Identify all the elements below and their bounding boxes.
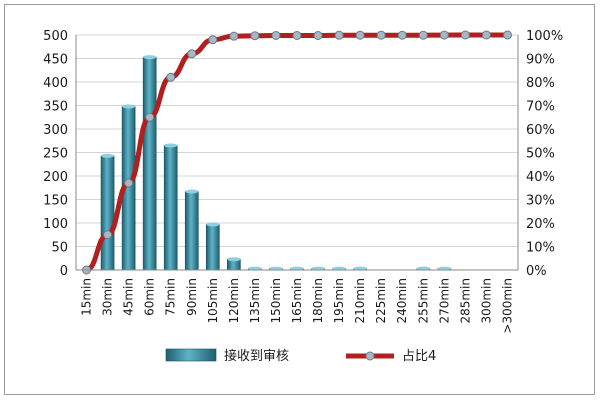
line-marker bbox=[313, 30, 323, 40]
right-tick-label: 20% bbox=[526, 217, 555, 232]
left-tick-label: 400 bbox=[43, 76, 68, 91]
line-marker bbox=[334, 30, 344, 40]
left-tick-label: 50 bbox=[51, 241, 68, 256]
x-tick-label: 270min bbox=[437, 278, 451, 324]
x-tick-label: 45min bbox=[122, 278, 136, 316]
line-marker bbox=[166, 72, 176, 82]
left-tick-label: 450 bbox=[43, 53, 68, 68]
bar bbox=[205, 224, 220, 271]
x-tick-label: 15min bbox=[80, 278, 94, 316]
x-tick-label: 225min bbox=[374, 278, 388, 324]
left-tick-label: 350 bbox=[43, 100, 68, 115]
line-marker bbox=[145, 112, 155, 122]
left-tick-label: 250 bbox=[43, 147, 68, 162]
x-tick-label: 60min bbox=[143, 278, 157, 316]
x-tick-label: 90min bbox=[185, 278, 199, 316]
line-marker bbox=[103, 230, 113, 240]
line-marker bbox=[481, 30, 491, 40]
left-tick-label: 0 bbox=[60, 264, 68, 279]
line-marker bbox=[208, 35, 218, 45]
bar bbox=[163, 145, 178, 271]
bar bbox=[100, 155, 115, 271]
left-tick-label: 500 bbox=[43, 29, 68, 44]
bar-top bbox=[227, 257, 241, 262]
bar-top bbox=[122, 104, 136, 109]
right-tick-label: 90% bbox=[526, 53, 555, 68]
line-marker bbox=[439, 30, 449, 40]
line-marker bbox=[355, 30, 365, 40]
legend-line-marker bbox=[365, 351, 375, 361]
line-marker bbox=[292, 30, 302, 40]
right-tick-label: 100% bbox=[526, 29, 563, 44]
left-axis: 0 50 100 150 200 250 300 350 400 450 500 bbox=[43, 29, 77, 279]
right-tick-label: 70% bbox=[526, 100, 555, 115]
x-tick-label: 240min bbox=[395, 278, 409, 324]
right-tick-label: 60% bbox=[526, 123, 555, 138]
line-series bbox=[82, 30, 512, 275]
x-tick-label: 210min bbox=[353, 278, 367, 324]
x-tick-label: >300min bbox=[500, 278, 514, 334]
gridlines bbox=[76, 34, 518, 271]
x-tick-label: 135min bbox=[248, 278, 262, 324]
x-tick-label: 30min bbox=[101, 278, 115, 316]
right-axis: 0% 10% 20% 30% 40% 50% 60% 70% 80% 90% 100% bbox=[517, 29, 563, 279]
right-tick-label: 50% bbox=[526, 147, 555, 162]
x-axis: 15min 30min 45min 60min 75min 90min 105min 120m… bbox=[76, 269, 518, 334]
right-tick-label: 40% bbox=[526, 170, 555, 185]
x-tick-label: 105min bbox=[206, 278, 220, 324]
bar-top bbox=[101, 153, 115, 158]
legend-bar-swatch bbox=[165, 348, 217, 362]
line-marker bbox=[124, 178, 134, 188]
bar-top bbox=[206, 222, 220, 227]
legend: 接收到审核 占比4 bbox=[165, 348, 436, 364]
x-tick-label: 255min bbox=[416, 278, 430, 324]
right-tick-label: 10% bbox=[526, 241, 555, 256]
left-tick-label: 300 bbox=[43, 123, 68, 138]
line-marker bbox=[229, 31, 239, 41]
x-tick-label: 75min bbox=[164, 278, 178, 316]
legend-label-bar: 接收到审核 bbox=[224, 348, 289, 364]
left-tick-label: 100 bbox=[43, 217, 68, 232]
line-marker bbox=[460, 30, 470, 40]
bar-series bbox=[100, 55, 452, 271]
x-tick-label: 285min bbox=[458, 278, 472, 324]
bar-top bbox=[143, 55, 157, 60]
line-marker bbox=[250, 31, 260, 41]
right-tick-label: 30% bbox=[526, 194, 555, 209]
bar bbox=[184, 191, 199, 271]
x-tick-label: 180min bbox=[311, 278, 325, 324]
line-marker bbox=[418, 30, 428, 40]
x-tick-label: 300min bbox=[479, 278, 493, 324]
right-tick-label: 0% bbox=[526, 264, 547, 279]
bar-top bbox=[164, 143, 178, 148]
left-tick-label: 200 bbox=[43, 170, 68, 185]
bar-top bbox=[185, 189, 199, 194]
x-tick-label: 195min bbox=[332, 278, 346, 324]
bar bbox=[142, 56, 157, 271]
line-marker bbox=[271, 30, 281, 40]
line-marker bbox=[502, 30, 512, 40]
x-tick-label: 120min bbox=[227, 278, 241, 324]
right-tick-label: 80% bbox=[526, 76, 555, 91]
line-marker bbox=[376, 30, 386, 40]
x-tick-label: 165min bbox=[290, 278, 304, 324]
legend-label-line: 占比4 bbox=[402, 349, 436, 364]
x-tick-label: 150min bbox=[269, 278, 283, 324]
left-tick-label: 150 bbox=[43, 194, 68, 209]
line-marker bbox=[187, 49, 197, 59]
line-marker bbox=[397, 30, 407, 40]
